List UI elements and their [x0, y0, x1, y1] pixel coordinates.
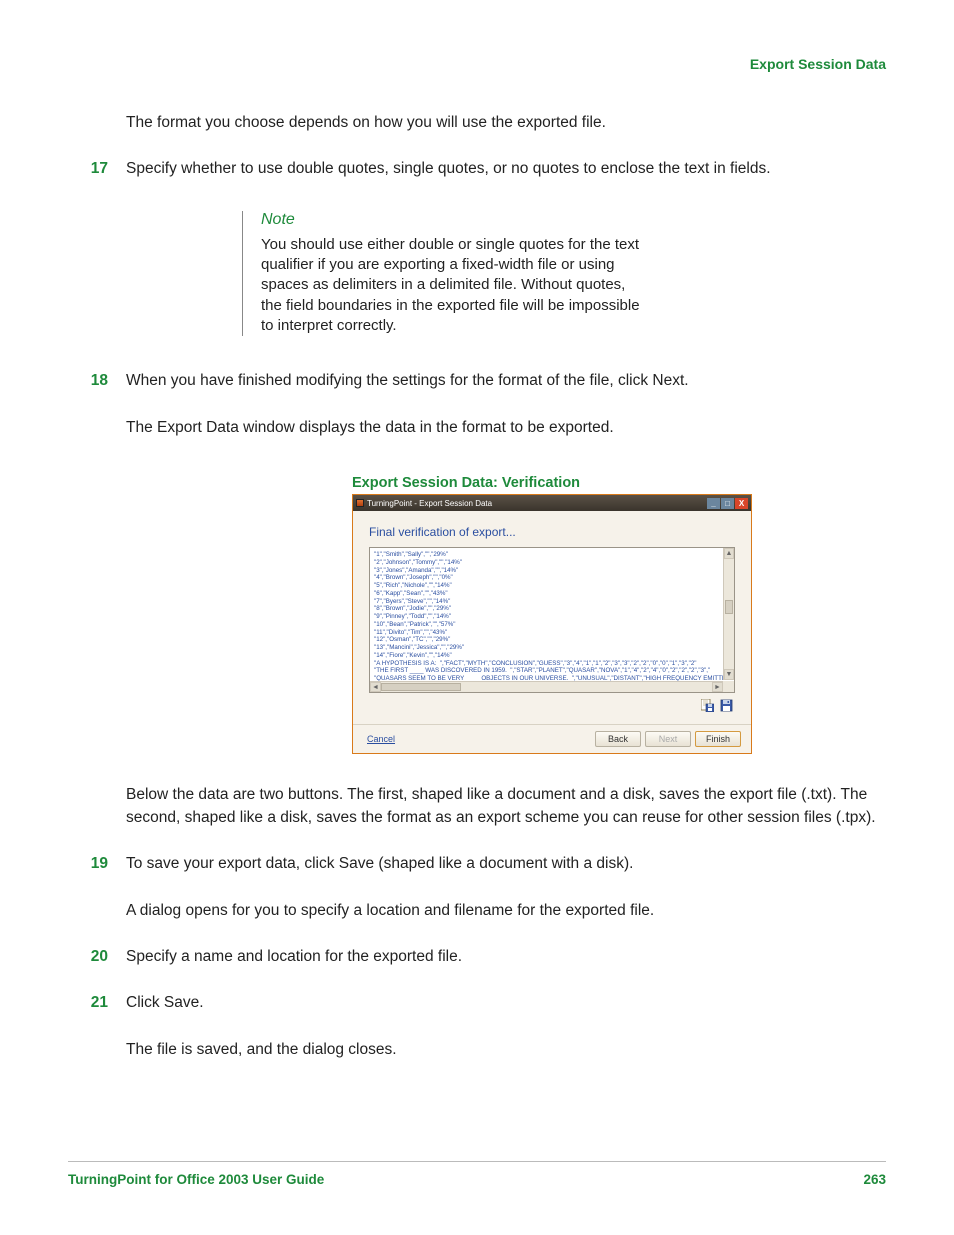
scroll-down-icon[interactable]: ▼	[724, 669, 734, 680]
dialog-subtitle: Final verification of export...	[369, 525, 735, 539]
maximize-button[interactable]: □	[721, 498, 734, 509]
save-scheme-icon[interactable]	[720, 699, 733, 712]
step-text: Specify whether to use double quotes, si…	[126, 158, 886, 180]
note-heading: Note	[261, 211, 642, 229]
page-footer: TurningPoint for Office 2003 User Guide …	[68, 1161, 886, 1187]
step-number: 17	[68, 158, 126, 180]
footer-title: TurningPoint for Office 2003 User Guide	[68, 1172, 863, 1187]
step-text: To save your export data, click Save (sh…	[126, 853, 886, 875]
note-body: You should use either double or single q…	[261, 235, 642, 336]
intro-text: The format you choose depends on how you…	[126, 112, 886, 134]
step-text: When you have finished modifying the set…	[126, 370, 886, 392]
dialog-title-text: TurningPoint - Export Session Data	[367, 499, 492, 508]
figure: TurningPoint - Export Session Data _ □ X…	[352, 494, 886, 754]
after-21-text: The file is saved, and the dialog closes…	[126, 1039, 886, 1061]
scroll-up-icon[interactable]: ▲	[724, 548, 734, 559]
dialog-title: TurningPoint - Export Session Data	[356, 499, 707, 508]
dialog-window: TurningPoint - Export Session Data _ □ X…	[352, 494, 752, 754]
scroll-thumb[interactable]	[725, 600, 733, 614]
step-19: 19 To save your export data, click Save …	[68, 853, 886, 875]
back-button[interactable]: Back	[595, 731, 641, 747]
after-19-text: A dialog opens for you to specify a loca…	[126, 900, 886, 922]
scroll-left-icon[interactable]: ◄	[370, 682, 381, 692]
step-text: Specify a name and location for the expo…	[126, 946, 886, 968]
close-button[interactable]: X	[735, 498, 748, 509]
step-17: 17 Specify whether to use double quotes,…	[68, 158, 886, 180]
export-preview-textarea[interactable]: "1","Smith","Sally","","29%" "2","Johnso…	[369, 547, 735, 693]
step-text: Click Save.	[126, 992, 886, 1014]
dialog-titlebar[interactable]: TurningPoint - Export Session Data _ □ X	[353, 495, 751, 511]
scroll-thumb[interactable]	[381, 683, 461, 691]
horizontal-scrollbar[interactable]: ◄ ►	[370, 681, 723, 692]
after-18-text: The Export Data window displays the data…	[126, 417, 886, 439]
scroll-right-icon[interactable]: ►	[712, 682, 723, 692]
export-preview-content: "1","Smith","Sally","","29%" "2","Johnso…	[370, 548, 734, 693]
step-number: 20	[68, 946, 126, 968]
step-21: 21 Click Save.	[68, 992, 886, 1014]
save-file-icon[interactable]	[701, 699, 714, 712]
step-20: 20 Specify a name and location for the e…	[68, 946, 886, 968]
dialog-footer: Cancel Back Next Finish	[353, 724, 751, 753]
step-number: 19	[68, 853, 126, 875]
page-number: 263	[863, 1172, 886, 1187]
note-block: Note You should use either double or sin…	[242, 211, 642, 336]
after-figure-text: Below the data are two buttons. The firs…	[126, 784, 886, 829]
finish-button[interactable]: Finish	[695, 731, 741, 747]
figure-caption: Export Session Data: Verification	[352, 475, 886, 491]
minimize-button[interactable]: _	[707, 498, 720, 509]
step-number: 18	[68, 370, 126, 392]
step-number: 21	[68, 992, 126, 1014]
cancel-button[interactable]: Cancel	[367, 732, 395, 746]
scroll-corner	[723, 681, 734, 692]
next-button: Next	[645, 731, 691, 747]
vertical-scrollbar[interactable]: ▲ ▼	[723, 548, 734, 680]
app-icon	[356, 499, 364, 507]
page-header: Export Session Data	[68, 56, 886, 72]
step-18: 18 When you have finished modifying the …	[68, 370, 886, 392]
